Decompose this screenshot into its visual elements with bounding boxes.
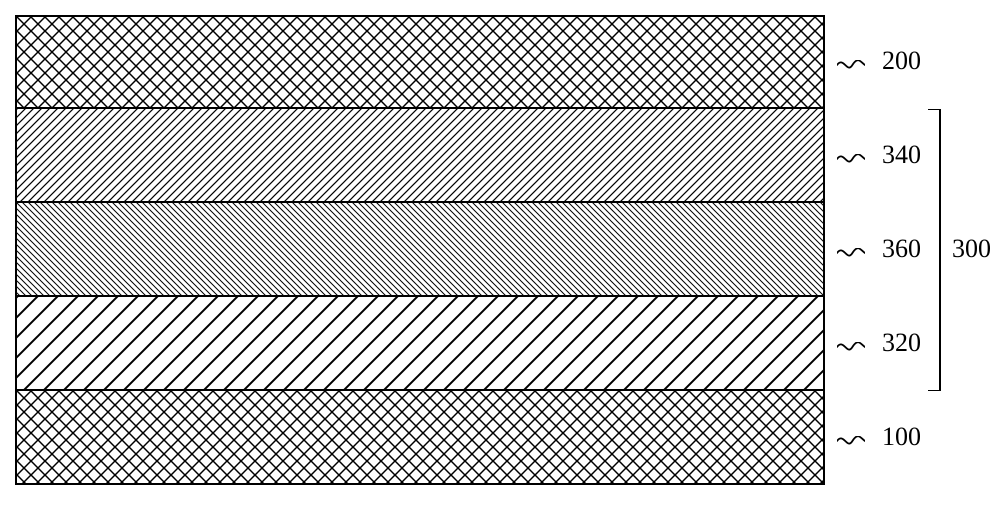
label-100: 100 — [882, 422, 921, 452]
figure-canvas: 200 340 360 320 100 300 — [0, 0, 1000, 510]
lead-360 — [837, 245, 865, 263]
lead-340 — [837, 151, 865, 169]
group-bracket-300 — [926, 109, 942, 396]
label-300: 300 — [952, 234, 991, 264]
layer-340 — [15, 109, 825, 203]
label-200: 200 — [882, 46, 921, 76]
layer-100 — [15, 391, 825, 485]
layer-200 — [15, 15, 825, 109]
lead-100 — [837, 433, 865, 451]
label-320: 320 — [882, 328, 921, 358]
layer-360 — [15, 203, 825, 297]
lead-320 — [837, 339, 865, 357]
label-360: 360 — [882, 234, 921, 264]
layer-320 — [15, 297, 825, 391]
label-340: 340 — [882, 140, 921, 170]
layer-stack — [15, 15, 825, 485]
lead-200 — [837, 57, 865, 75]
